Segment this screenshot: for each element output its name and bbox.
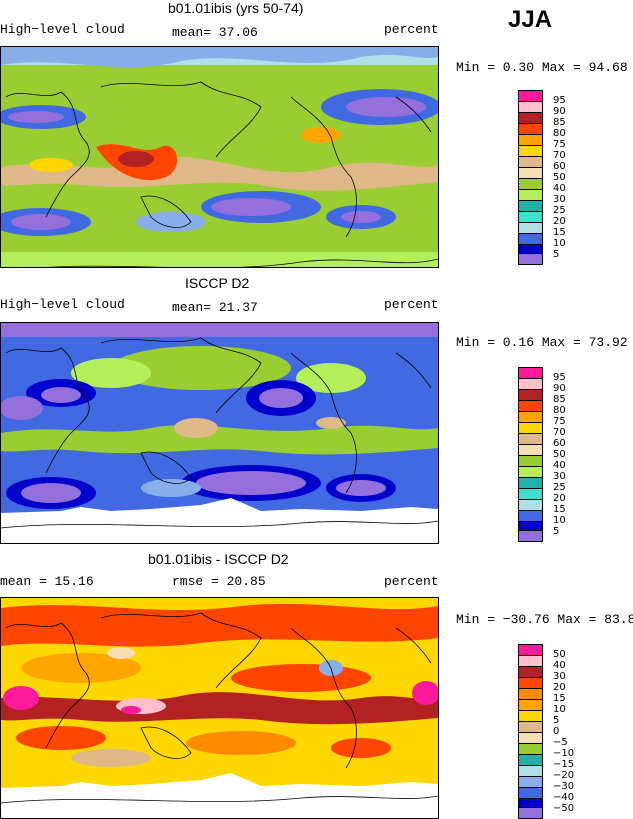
color-legend: 95 90 85 80 75 70 60 50 40 30 25 20 15 1… — [518, 90, 578, 265]
legend-label: 20 — [553, 216, 566, 227]
legend-label: 60 — [553, 161, 566, 172]
legend-label: 25 — [553, 205, 566, 216]
legend-label: −50 — [553, 803, 575, 814]
legend-label: 5 — [553, 526, 560, 537]
legend-label: 30 — [553, 471, 566, 482]
legend-label: 30 — [553, 671, 566, 682]
legend-label: −10 — [553, 748, 575, 759]
legend-label: 85 — [553, 117, 566, 128]
cloud-map — [0, 46, 439, 268]
variable-label: High−level cloud — [0, 22, 125, 37]
legend-label: 75 — [553, 139, 566, 150]
min-max-label: Min = −30.76 Max = 83.84 — [456, 612, 633, 627]
legend-label: 50 — [553, 449, 566, 460]
variable-label: High−level cloud — [0, 297, 125, 312]
legend-swatch — [518, 530, 543, 542]
panel-title: b01.01ibis - ISCCP D2 — [148, 551, 289, 567]
legend-label: 50 — [553, 172, 566, 183]
mean-label: mean = 15.16 — [0, 574, 94, 589]
cloud-map — [0, 322, 439, 544]
legend-label: 5 — [553, 715, 560, 726]
legend-label: 15 — [553, 504, 566, 515]
legend-label: 90 — [553, 106, 566, 117]
legend-label: 85 — [553, 394, 566, 405]
legend-label: 95 — [553, 372, 566, 383]
legend-label: 70 — [553, 427, 566, 438]
map-field — [1, 323, 438, 543]
legend-label: −40 — [553, 792, 575, 803]
legend-label: 90 — [553, 383, 566, 394]
legend-label: 80 — [553, 128, 566, 139]
legend-label: 75 — [553, 416, 566, 427]
legend-label: −30 — [553, 781, 575, 792]
legend-label: −20 — [553, 770, 575, 781]
legend-label: 5 — [553, 249, 560, 260]
mean-label: mean= 37.06 — [172, 25, 258, 40]
season-label: JJA — [508, 6, 553, 33]
min-max-label: Min = 0.30 Max = 94.68 — [456, 60, 628, 75]
units-label: percent — [384, 574, 439, 589]
map-field — [1, 47, 438, 267]
color-legend: 95 90 85 80 75 70 60 50 40 30 25 20 15 1… — [518, 367, 578, 542]
units-label: percent — [384, 22, 439, 37]
legend-label: 10 — [553, 238, 566, 249]
legend-swatch — [518, 807, 543, 819]
legend-label: 60 — [553, 438, 566, 449]
color-legend: 50 40 30 20 15 10 5 0 −5 −10 −15 −20 −30… — [518, 644, 578, 819]
legend-swatch — [518, 253, 543, 265]
panel-title: ISCCP D2 — [185, 275, 250, 291]
legend-label: 10 — [553, 704, 566, 715]
legend-label: −15 — [553, 759, 575, 770]
legend-label: 40 — [553, 183, 566, 194]
legend-label: 50 — [553, 649, 566, 660]
legend-label: 70 — [553, 150, 566, 161]
legend-label: −5 — [553, 737, 568, 748]
legend-label: 20 — [553, 682, 566, 693]
legend-label: 10 — [553, 515, 566, 526]
cloud-map — [0, 597, 439, 819]
rmse-label: rmse = 20.85 — [172, 574, 266, 589]
legend-label: 15 — [553, 227, 566, 238]
legend-label: 95 — [553, 95, 566, 106]
legend-label: 25 — [553, 482, 566, 493]
legend-label: 15 — [553, 693, 566, 704]
legend-label: 80 — [553, 405, 566, 416]
legend-label: 40 — [553, 660, 566, 671]
mean-label: mean= 21.37 — [172, 300, 258, 315]
legend-label: 30 — [553, 194, 566, 205]
legend-label: 40 — [553, 460, 566, 471]
units-label: percent — [384, 297, 439, 312]
legend-label: 0 — [553, 726, 560, 737]
panel-title: b01.01ibis (yrs 50-74) — [168, 0, 304, 16]
map-field — [1, 598, 438, 818]
legend-label: 20 — [553, 493, 566, 504]
min-max-label: Min = 0.16 Max = 73.92 — [456, 335, 628, 350]
